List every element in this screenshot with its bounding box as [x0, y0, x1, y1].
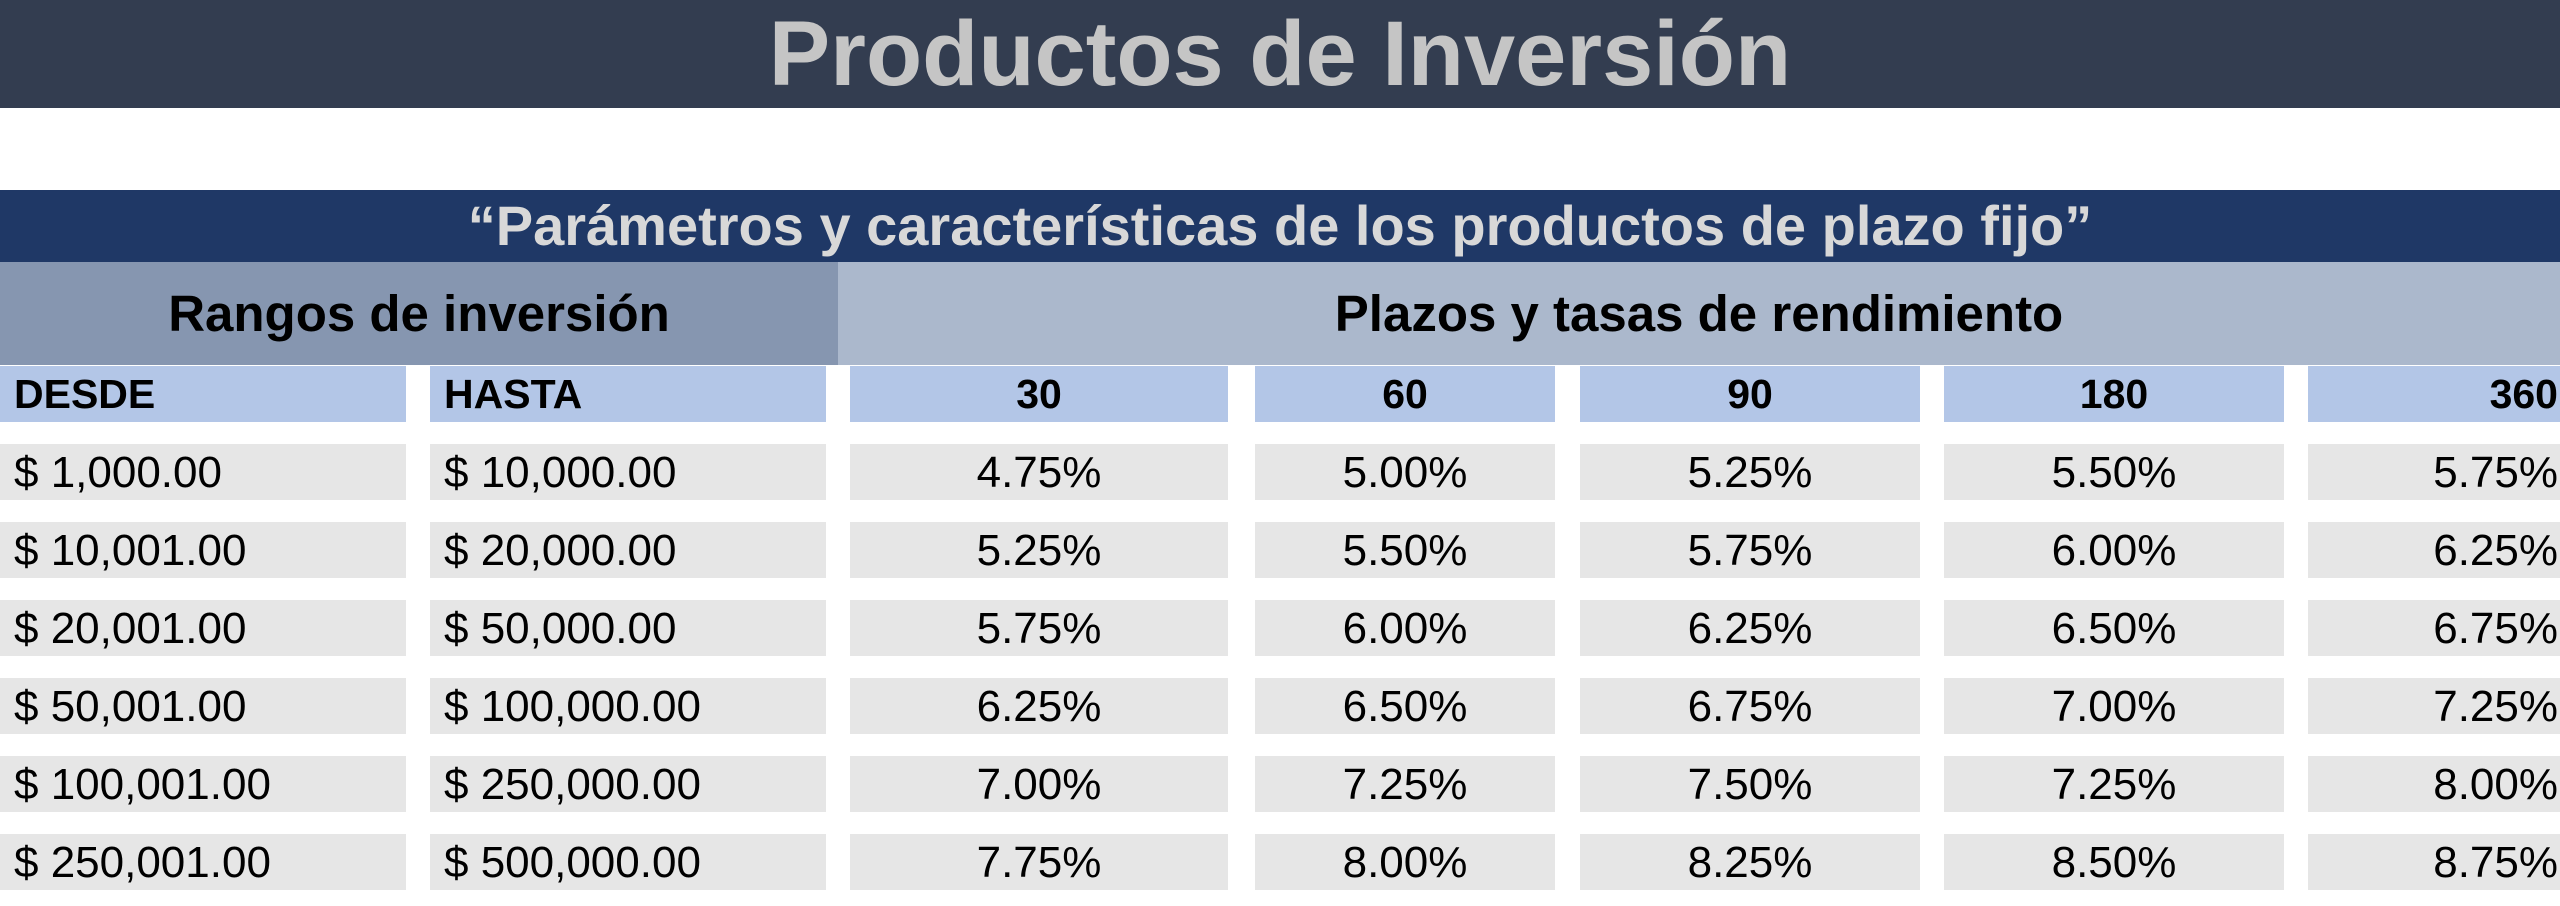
column-header-term-30: 30 — [850, 366, 1228, 422]
table-cell-hasta: $ 250,000.00 — [430, 756, 826, 812]
table-cell-term-180: 8.50% — [1944, 834, 2284, 890]
table-cell-desde: $ 250,001.00 — [0, 834, 406, 890]
table-cell-term-360: 5.75% — [2308, 444, 2560, 500]
table-cell-term-60: 6.00% — [1255, 600, 1555, 656]
table-cell-term-90: 6.25% — [1580, 600, 1920, 656]
table-cell-desde: $ 20,001.00 — [0, 600, 406, 656]
column-header-term-60: 60 — [1255, 366, 1555, 422]
table-cell-term-360: 8.75% — [2308, 834, 2560, 890]
table-cell-term-180: 5.50% — [1944, 444, 2284, 500]
table-cell-term-90: 8.25% — [1580, 834, 1920, 890]
table-cell-term-360: 6.75% — [2308, 600, 2560, 656]
table-cell-term-180: 7.25% — [1944, 756, 2284, 812]
table-cell-term-180: 6.50% — [1944, 600, 2284, 656]
table-cell-term-180: 6.00% — [1944, 522, 2284, 578]
table-cell-term-60: 5.50% — [1255, 522, 1555, 578]
table-cell-desde: $ 1,000.00 — [0, 444, 406, 500]
table-cell-term-30: 4.75% — [850, 444, 1228, 500]
group-header-terms: Plazos y tasas de rendimiento — [838, 262, 2560, 365]
group-header-ranges: Rangos de inversión — [0, 262, 838, 365]
table-cell-hasta: $ 20,000.00 — [430, 522, 826, 578]
table-cell-term-90: 5.75% — [1580, 522, 1920, 578]
table-cell-term-30: 6.25% — [850, 678, 1228, 734]
column-header-term-180: 180 — [1944, 366, 2284, 422]
table-cell-hasta: $ 500,000.00 — [430, 834, 826, 890]
table-cell-term-360: 6.25% — [2308, 522, 2560, 578]
column-header-term-90: 90 — [1580, 366, 1920, 422]
table-cell-term-30: 5.75% — [850, 600, 1228, 656]
table-cell-term-90: 7.50% — [1580, 756, 1920, 812]
table-cell-hasta: $ 50,000.00 — [430, 600, 826, 656]
table-subtitle: “Parámetros y características de los pro… — [0, 190, 2560, 262]
table-cell-hasta: $ 100,000.00 — [430, 678, 826, 734]
table-cell-term-60: 6.50% — [1255, 678, 1555, 734]
table-cell-term-90: 6.75% — [1580, 678, 1920, 734]
table-cell-desde: $ 50,001.00 — [0, 678, 406, 734]
table-cell-term-60: 7.25% — [1255, 756, 1555, 812]
table-cell-term-30: 5.25% — [850, 522, 1228, 578]
table-cell-term-60: 5.00% — [1255, 444, 1555, 500]
table-cell-term-180: 7.00% — [1944, 678, 2284, 734]
table-cell-term-60: 8.00% — [1255, 834, 1555, 890]
table-cell-hasta: $ 10,000.00 — [430, 444, 826, 500]
column-header-desde: DESDE — [0, 366, 406, 422]
table-cell-term-30: 7.00% — [850, 756, 1228, 812]
column-header-term-360: 360 — [2308, 366, 2560, 422]
column-header-hasta: HASTA — [430, 366, 826, 422]
table-cell-term-360: 8.00% — [2308, 756, 2560, 812]
table-cell-desde: $ 10,001.00 — [0, 522, 406, 578]
table-cell-term-360: 7.25% — [2308, 678, 2560, 734]
table-cell-term-90: 5.25% — [1580, 444, 1920, 500]
table-cell-desde: $ 100,001.00 — [0, 756, 406, 812]
page-title: Productos de Inversión — [0, 0, 2560, 108]
table-cell-term-30: 7.75% — [850, 834, 1228, 890]
